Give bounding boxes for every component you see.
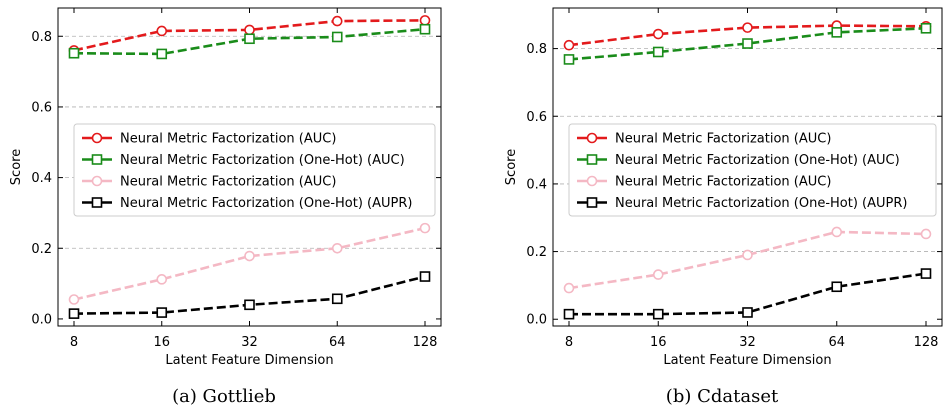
y-axis-label: Score [9,149,24,185]
x-tick-label: 16 [153,335,170,350]
x-tick-label: 128 [914,335,939,350]
data-point [333,17,342,26]
y-tick-label: 0.4 [526,177,547,192]
y-tick-label: 0.6 [526,110,547,125]
data-point [654,30,663,39]
data-point [832,28,841,37]
legend: Neural Metric Factorization (AUC) Neural … [569,124,936,216]
data-point [333,294,342,303]
y-tick-label: 0.6 [31,100,52,115]
legend-swatch-marker [93,198,102,207]
data-point [743,23,752,32]
data-point [333,244,342,253]
legend-swatch-marker [93,155,102,164]
data-point [421,25,430,34]
x-tick-label: 32 [739,335,756,350]
legend-swatch-marker [588,134,597,143]
legend-label: Neural Metric Factorization (AUC) [120,175,336,190]
data-point [654,47,663,56]
data-point [333,32,342,41]
data-point [565,55,574,64]
x-tick-label: 128 [413,335,438,350]
legend-label: Neural Metric Factorization (One-Hot) (A… [120,153,405,168]
legend: Neural Metric Factorization (AUC) Neural … [74,124,435,216]
data-point [654,310,663,319]
x-axis-label: Latent Feature Dimension [663,353,831,368]
data-point [421,16,430,25]
data-point [157,308,166,317]
data-point [70,49,79,58]
y-tick-label: 0.4 [31,171,52,186]
chart-panel-1: 0.0 0.2 0.4 0.6 0.8 8 16 32 64 128 Latent Feature … [9,8,441,407]
data-point [245,34,254,43]
y-axis-label: Score [504,149,519,185]
data-point [565,41,574,50]
data-point [743,250,752,259]
data-point [245,252,254,261]
legend-swatch-marker [588,155,597,164]
legend-label: Neural Metric Factorization (AUC) [615,175,831,190]
legend-label: Neural Metric Factorization (One-Hot) (A… [615,196,907,211]
y-tick-label: 0.0 [526,313,547,328]
y-tick-label: 0.2 [31,242,52,257]
data-point [922,24,931,33]
data-point [421,272,430,281]
data-point [654,270,663,279]
chart-caption: (b) Cdataset [666,386,779,407]
x-tick-label: 32 [241,335,258,350]
y-tick-label: 0.0 [31,312,52,327]
data-point [832,282,841,291]
x-tick-label: 8 [70,335,78,350]
data-point [245,25,254,34]
legend-swatch-marker [588,177,597,186]
data-point [832,227,841,236]
x-tick-label: 8 [565,335,573,350]
data-point [922,229,931,238]
data-point [157,49,166,58]
data-point [157,26,166,35]
y-tick-label: 0.8 [526,42,547,57]
data-point [922,269,931,278]
legend-label: Neural Metric Factorization (AUC) [120,132,336,147]
legend-label: Neural Metric Factorization (AUC) [615,132,831,147]
data-point [565,284,574,293]
data-point [421,224,430,233]
y-tick-label: 0.8 [31,30,52,45]
legend-swatch-marker [93,177,102,186]
data-point [70,309,79,318]
data-point [743,39,752,48]
x-tick-label: 64 [329,335,346,350]
data-point [245,300,254,309]
x-axis-label: Latent Feature Dimension [165,353,333,368]
legend-swatch-marker [588,198,597,207]
data-point [70,295,79,304]
legend-label: Neural Metric Factorization (One-Hot) (A… [615,153,900,168]
x-tick-label: 64 [828,335,845,350]
chart-caption: (a) Gottlieb [172,386,276,407]
data-point [743,308,752,317]
data-point [157,275,166,284]
legend-swatch-marker [93,134,102,143]
chart-panel-2: 0.0 0.2 0.4 0.6 0.8 8 16 32 64 128 Latent Feature … [504,8,942,407]
y-tick-label: 0.2 [526,245,547,260]
legend-label: Neural Metric Factorization (One-Hot) (A… [120,196,412,211]
data-point [565,310,574,319]
x-tick-label: 16 [650,335,667,350]
